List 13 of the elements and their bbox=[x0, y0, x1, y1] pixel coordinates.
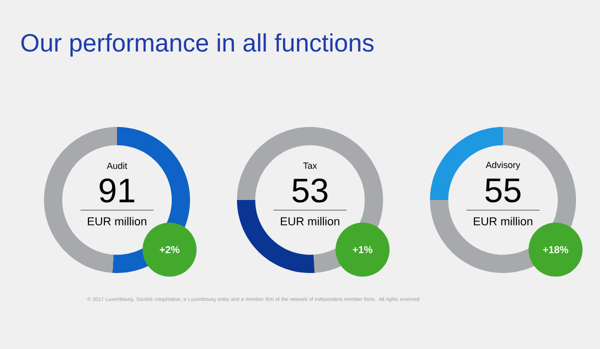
text: 55 bbox=[485, 178, 520, 202]
chart-title: Our performance in all functions bbox=[21, 33, 374, 57]
text: EUR million bbox=[280, 216, 340, 226]
text: 53 bbox=[292, 178, 328, 203]
text: Advisory bbox=[486, 161, 520, 170]
text: Tax bbox=[303, 162, 317, 169]
text: +18% bbox=[543, 246, 568, 254]
text: EUR million bbox=[474, 216, 532, 226]
text: 91 bbox=[100, 178, 134, 203]
text: +1% bbox=[352, 246, 372, 254]
text: +2% bbox=[160, 246, 180, 254]
text: Audit bbox=[106, 162, 128, 169]
text: EUR million bbox=[88, 216, 146, 226]
